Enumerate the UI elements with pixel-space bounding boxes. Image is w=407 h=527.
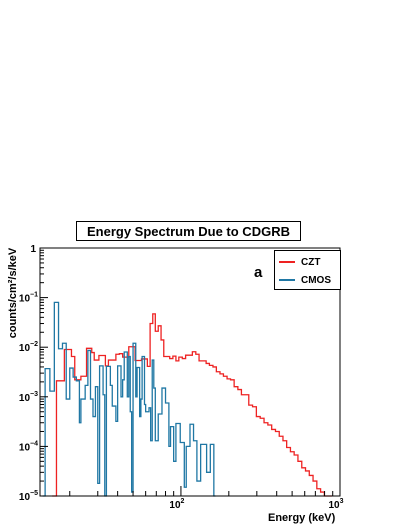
tick-layer [40, 247, 341, 497]
czt-step-line [52, 313, 332, 497]
legend: CZT CMOS [274, 250, 341, 290]
legend-entry-czt: CZT [275, 253, 340, 271]
y-tick-label: 10−1 [19, 292, 38, 305]
legend-entry-cmos: CMOS [275, 271, 340, 289]
x-tick-label: 102 [169, 498, 184, 511]
x-tick-label: 103 [328, 498, 343, 511]
panel-label: a [254, 264, 263, 281]
y-tick-label: 1 [30, 244, 36, 255]
series-cmos [42, 301, 216, 497]
legend-line-czt [279, 261, 295, 263]
y-axis-label: counts/cm²/s/keV [7, 247, 19, 339]
chart-title: Energy Spectrum Due to CDGRB [76, 221, 301, 241]
legend-label-czt: CZT [301, 256, 321, 268]
x-axis-label: Energy (keV) [268, 512, 336, 524]
y-tick-label: 10−2 [19, 341, 38, 354]
y-tick-label: 10−4 [19, 440, 38, 453]
series-czt [52, 313, 332, 497]
y-tick-label: 10−5 [19, 490, 38, 503]
plot-frame [39, 247, 341, 497]
y-tick-label: 10−3 [19, 391, 38, 404]
tick-label-layer: 10−5 10−4 10−3 10−2 10−1 1 102 103 [19, 244, 344, 511]
cmos-step-line [42, 301, 216, 497]
legend-label-cmos: CMOS [301, 274, 331, 286]
legend-line-cmos [279, 279, 295, 281]
series-layer [42, 301, 332, 497]
